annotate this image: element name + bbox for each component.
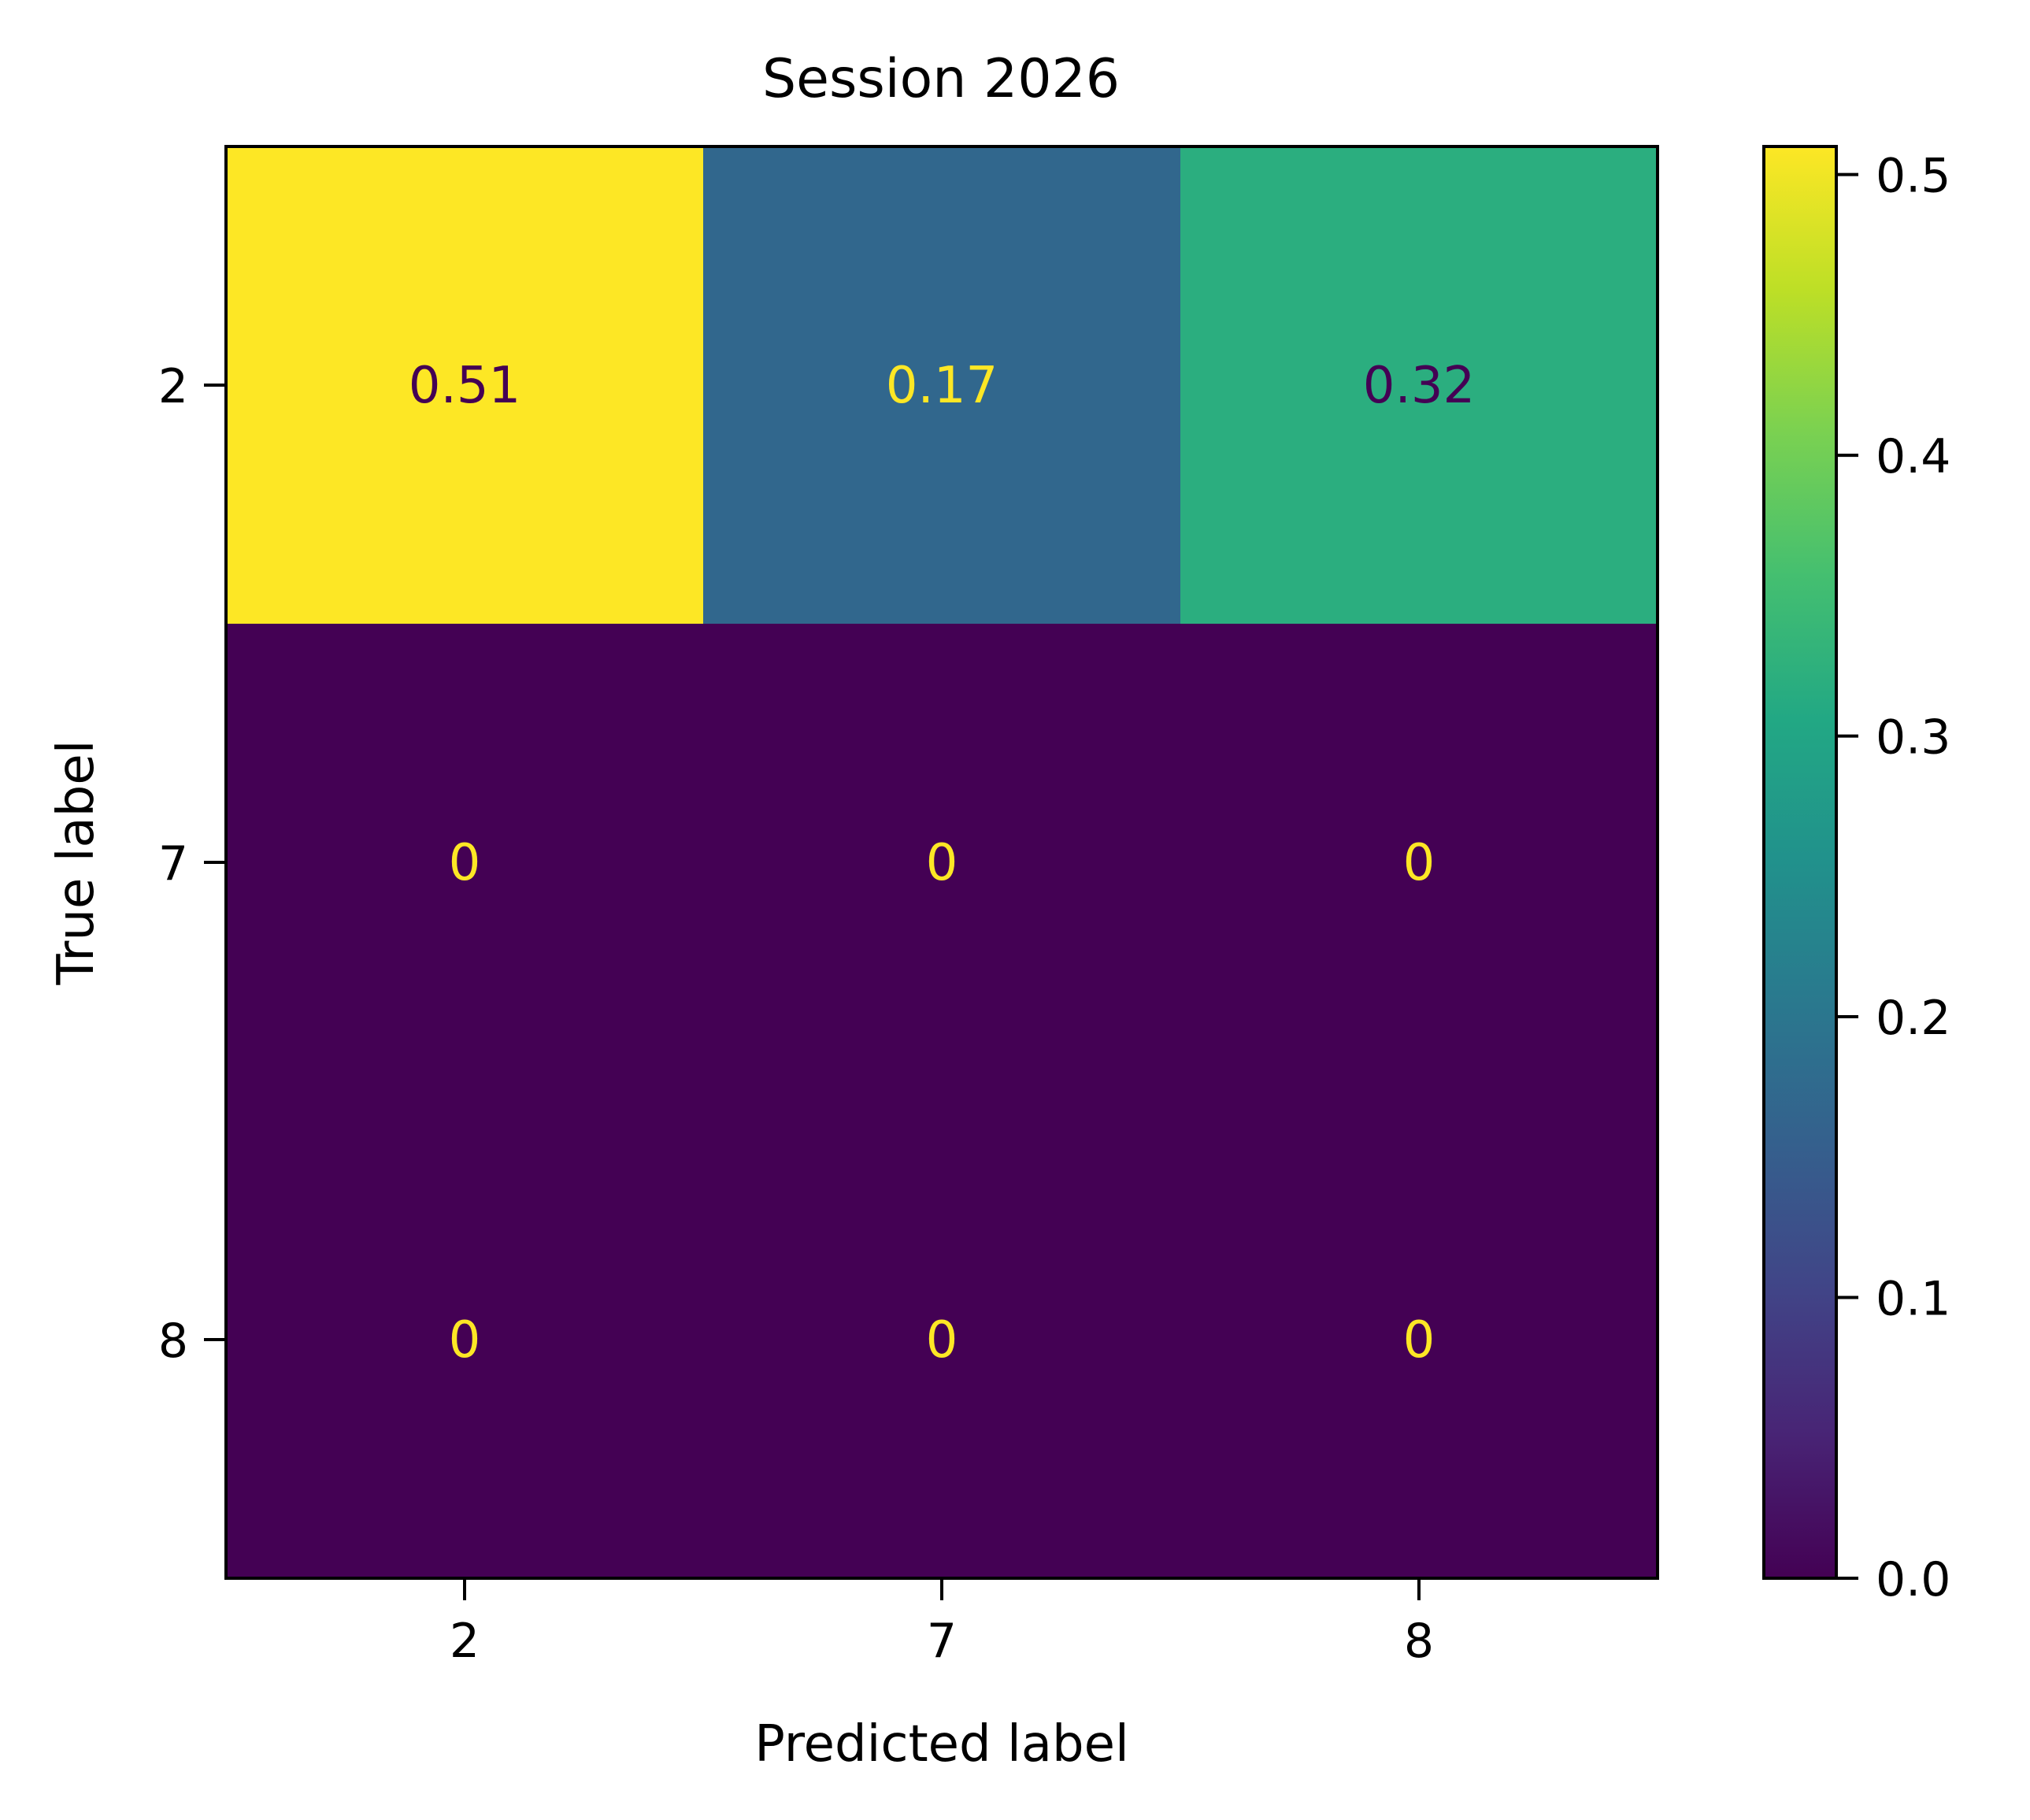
heatmap-cells — [226, 146, 1658, 1579]
cell-value-label: 0 — [926, 834, 958, 892]
x-tick-label: 8 — [1404, 1614, 1434, 1669]
colorbar-tick-label: 0.0 — [1876, 1552, 1950, 1607]
cell-value-label: 0 — [1403, 1311, 1435, 1370]
x-tick-label: 7 — [927, 1614, 957, 1669]
heatmap-cell — [1180, 624, 1658, 1102]
x-tick-label: 2 — [450, 1614, 480, 1669]
heatmap-cell — [703, 624, 1181, 1102]
heatmap-cell — [226, 624, 704, 1102]
heatmap-cell — [226, 1101, 704, 1579]
x-axis-label: Predicted label — [754, 1715, 1129, 1774]
y-tick-label: 8 — [158, 1314, 188, 1369]
x-axis-ticks: 2 7 8 — [450, 1578, 1434, 1669]
heatmap-cell — [703, 146, 1181, 625]
cell-value-label: 0.17 — [886, 357, 998, 415]
heatmap-cell — [703, 1101, 1181, 1579]
heatmap-cell — [226, 146, 704, 625]
y-tick-label: 2 — [158, 359, 188, 414]
heatmap-cell — [1180, 1101, 1658, 1579]
colorbar-tick-label: 0.2 — [1876, 991, 1950, 1046]
colorbar-tick-label: 0.5 — [1876, 149, 1950, 204]
heatmap-cell — [1180, 146, 1658, 625]
cell-value-label: 0 — [449, 1311, 481, 1370]
cell-value-label: 0 — [449, 834, 481, 892]
cell-value-label: 0 — [1403, 834, 1435, 892]
colorbar-tick-label: 0.4 — [1876, 429, 1950, 484]
y-tick-label: 7 — [158, 836, 188, 891]
colorbar-tick-label: 0.3 — [1876, 710, 1950, 765]
chart-title: Session 2026 — [762, 48, 1120, 110]
cell-value-label: 0.32 — [1363, 357, 1476, 415]
cell-value-label: 0 — [926, 1311, 958, 1370]
y-axis-label: True label — [47, 739, 106, 985]
colorbar — [1762, 145, 1838, 1580]
colorbar-tick-label: 0.1 — [1876, 1272, 1950, 1327]
colorbar-ticks: 0.0 0.1 0.2 0.3 0.4 0.5 — [1836, 149, 1950, 1607]
y-axis-ticks: 2 7 8 — [158, 359, 226, 1369]
cell-value-label: 0.51 — [409, 357, 521, 415]
heatmap-cell-labels: 0.51 0.17 0.32 0 0 0 0 0 0 — [409, 357, 1476, 1370]
